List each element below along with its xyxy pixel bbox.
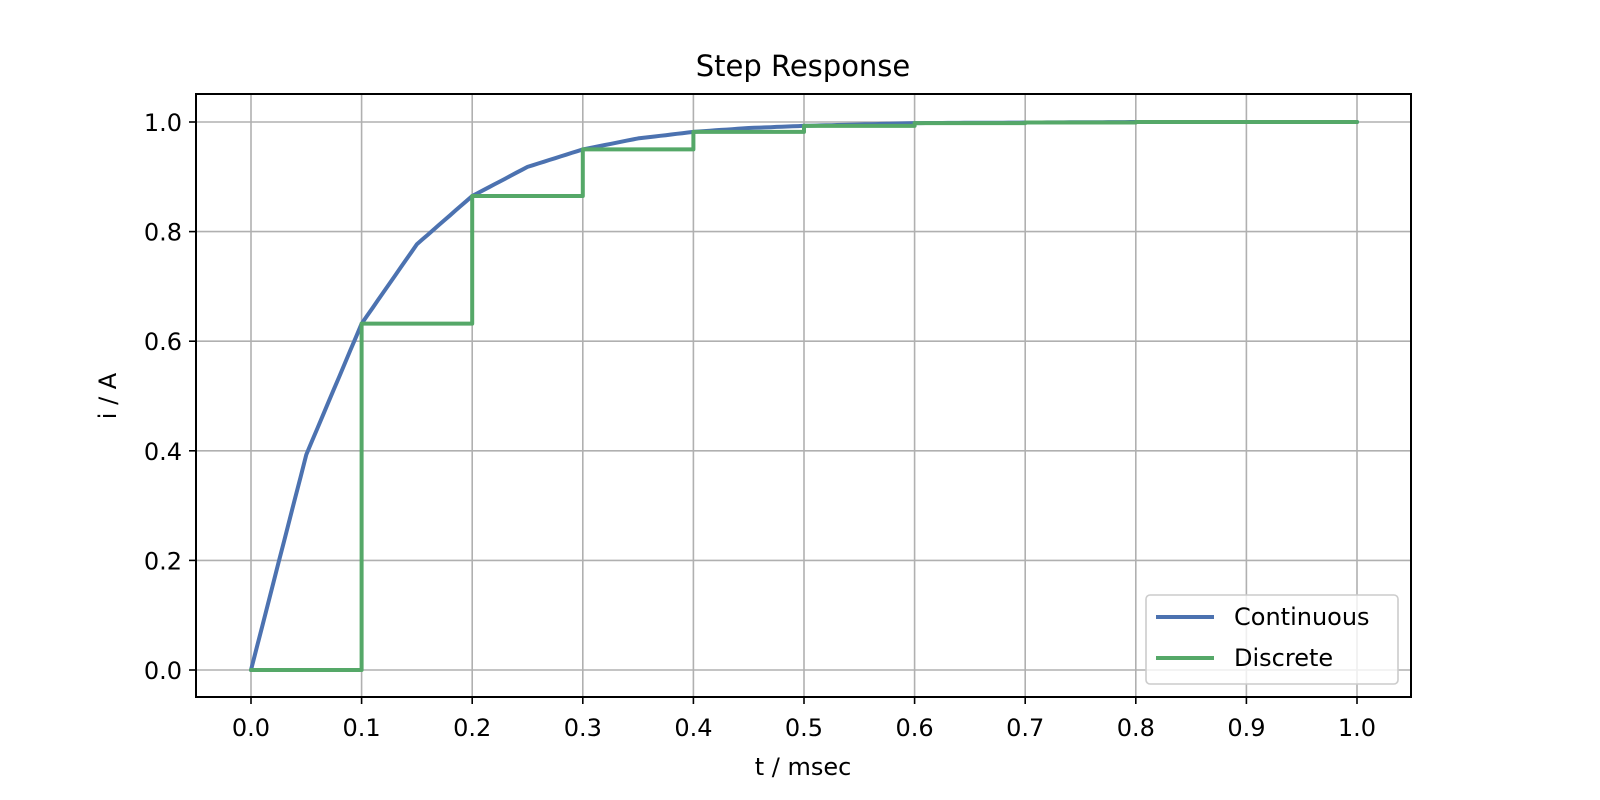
- x-tick-label: 0.1: [343, 714, 381, 742]
- y-tick-label: 0.8: [144, 219, 182, 247]
- legend-label-discrete: Discrete: [1234, 644, 1333, 672]
- y-tick-label: 0.6: [144, 328, 182, 356]
- x-tick-label: 0.2: [453, 714, 491, 742]
- x-tick-label: 0.5: [785, 714, 823, 742]
- x-tick-label: 0.0: [232, 714, 270, 742]
- x-tick-label: 0.8: [1117, 714, 1155, 742]
- discrete-series-line: [249, 120, 1359, 672]
- chart-title: Step Response: [696, 49, 911, 83]
- x-tick-label: 0.9: [1227, 714, 1265, 742]
- y-tick-label: 0.2: [144, 547, 182, 575]
- x-axis-ticks: 0.0 0.1 0.2 0.3 0.4 0.5 0.6 0.7 0.8 0.9 1.0: [232, 697, 1376, 742]
- x-tick-label: 0.6: [896, 714, 934, 742]
- legend-label-continuous: Continuous: [1234, 603, 1370, 631]
- x-axis-label: t / msec: [755, 753, 852, 781]
- y-tick-label: 0.4: [144, 438, 182, 466]
- y-axis-label: i / A: [94, 372, 122, 419]
- plot-lines: [249, 120, 1359, 672]
- legend: Continuous Discrete: [1145, 594, 1399, 685]
- x-tick-label: 1.0: [1338, 714, 1376, 742]
- y-axis-ticks: 0.0 0.2 0.4 0.6 0.8 1.0: [144, 109, 196, 685]
- x-tick-label: 0.4: [674, 714, 712, 742]
- y-tick-label: 1.0: [144, 109, 182, 137]
- x-tick-label: 0.3: [564, 714, 602, 742]
- grid-lines: [196, 94, 1411, 697]
- x-tick-label: 0.7: [1006, 714, 1044, 742]
- y-tick-label: 0.0: [144, 657, 182, 685]
